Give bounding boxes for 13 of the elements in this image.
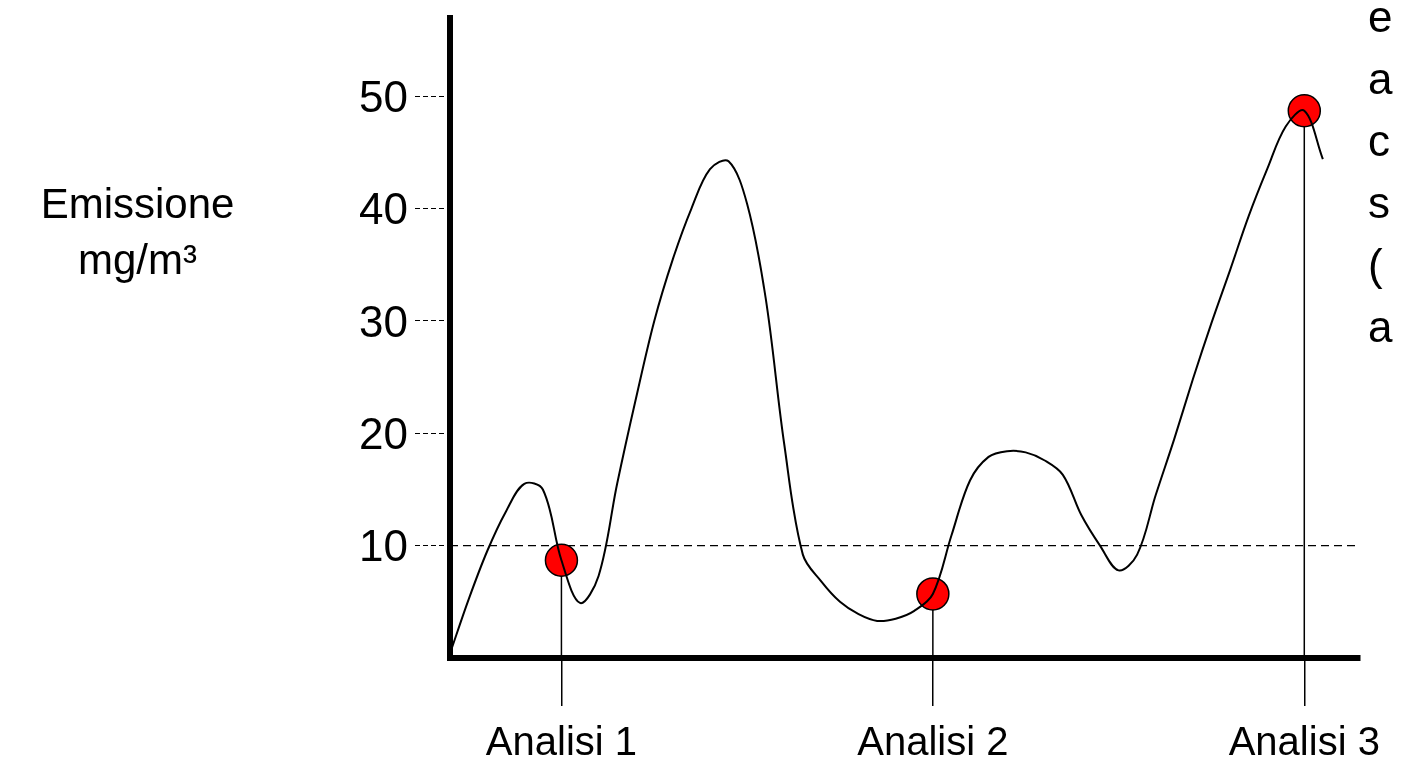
y-axis-title: Emissione mg/m³: [39, 179, 236, 285]
y-tick-label: 50: [359, 71, 408, 121]
x-tick-label: Analisi 2: [857, 719, 1009, 764]
x-tick-label: Analisi 3: [1228, 719, 1380, 764]
y-tick-label: 20: [359, 409, 408, 459]
point: [916, 577, 950, 611]
point: [544, 543, 579, 577]
y-tick-label: 40: [359, 184, 408, 234]
text: e a c s ( a: [1368, 0, 1393, 353]
x-tick-label: Analisi 1: [485, 719, 638, 764]
point: [1287, 94, 1322, 128]
y-tick-label: 30: [359, 296, 408, 346]
y-tick-label: 10: [359, 521, 408, 571]
